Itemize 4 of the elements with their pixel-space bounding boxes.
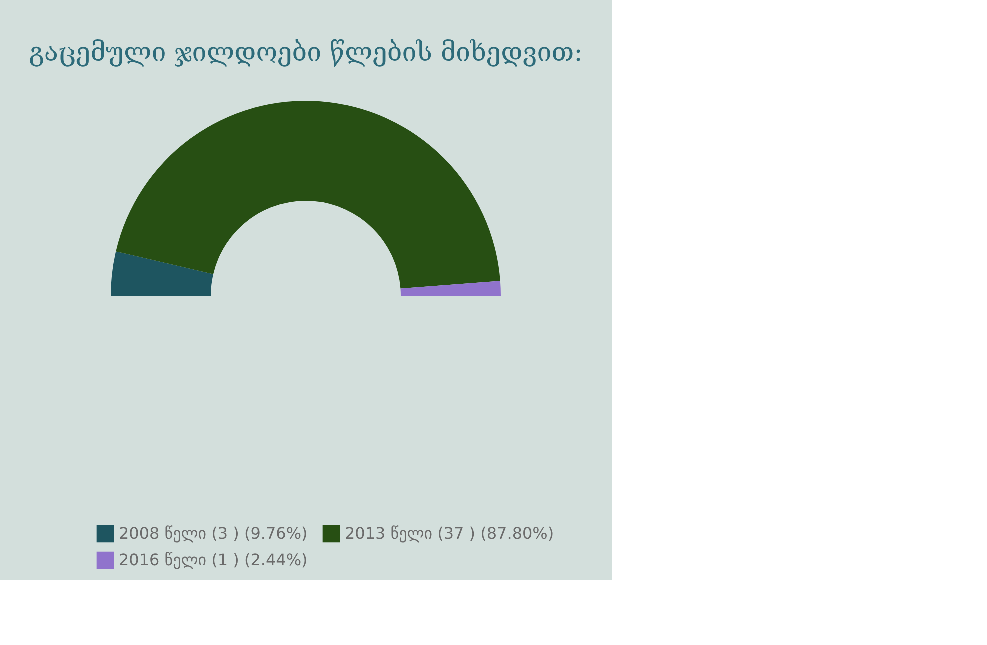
legend-label: 2013 წელი (37 ) (87.80%) bbox=[345, 524, 554, 543]
legend-label: 2016 წელი (1 ) (2.44%) bbox=[119, 550, 308, 570]
chart-title: გაცემული ჯილდოები წლების მიხედვით: bbox=[29, 38, 583, 68]
legend-label: 2008 წელი (3 ) (9.76%) bbox=[119, 524, 308, 543]
